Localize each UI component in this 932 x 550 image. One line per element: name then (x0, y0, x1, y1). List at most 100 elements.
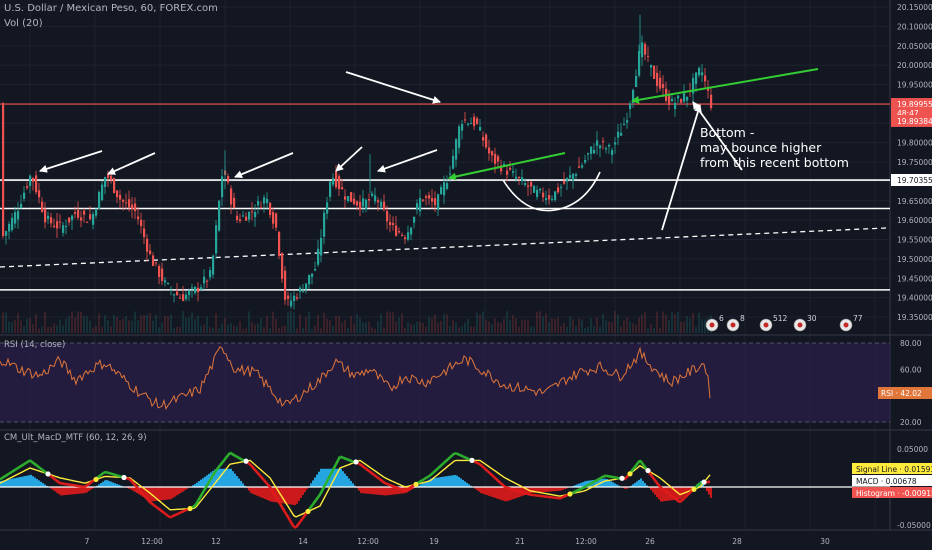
histogram-bar (270, 487, 272, 502)
candle-body (428, 195, 431, 199)
macd-line-seg (115, 473, 119, 477)
macd-tag-label: Histogram · -0.00915 (856, 489, 932, 498)
volume-bar (212, 327, 214, 333)
volume-bar (77, 311, 79, 333)
histogram-bar (636, 481, 638, 487)
histogram-bar (654, 487, 656, 495)
histogram-bar (364, 487, 366, 494)
badge-flag-dot (730, 322, 736, 328)
histogram-bar (82, 487, 84, 494)
time-tick-label: 19 (429, 537, 439, 546)
macd-line-seg (391, 484, 395, 488)
histogram-bar (212, 470, 214, 487)
histogram-bar (516, 487, 518, 498)
macd-line-seg (665, 490, 669, 495)
rsi-tick-label: 80.00 (900, 339, 922, 348)
volume-bar (272, 311, 274, 333)
histogram-bar (120, 485, 122, 487)
macd-line-seg (1, 475, 5, 480)
macd-line-seg (165, 513, 169, 517)
candle-body (110, 175, 113, 181)
candle-body (47, 215, 50, 220)
macd-line-seg (387, 483, 391, 487)
macd-line-seg (224, 454, 230, 459)
macd-line-seg (659, 485, 663, 490)
macd-line-seg (677, 499, 681, 504)
macd-line-seg (257, 472, 261, 477)
macd-line-seg (322, 482, 328, 488)
candle-body (488, 147, 491, 154)
macd-line-seg (479, 463, 483, 467)
histogram-bar (656, 487, 658, 497)
histogram-bar (394, 487, 396, 495)
histogram-bar (384, 487, 386, 496)
candle-body (638, 51, 641, 76)
candle-body (551, 198, 554, 200)
candle-body (350, 192, 353, 202)
histogram-bar (360, 487, 362, 494)
candle-body (623, 123, 626, 125)
candle-body (233, 197, 236, 209)
candle-body (365, 199, 368, 210)
volume-bar (155, 315, 157, 333)
macd-line-seg (595, 478, 599, 482)
histogram-bar (298, 487, 300, 501)
macd-line-seg (263, 479, 267, 484)
volume-bar (182, 311, 184, 333)
macd-line-seg (83, 484, 87, 489)
price-tag-label: 19.89384 (897, 117, 932, 126)
histogram-bar (178, 487, 180, 495)
candle-body (158, 266, 161, 278)
white-arrow (661, 104, 702, 231)
histogram-bar (534, 487, 536, 493)
candle-body (332, 178, 335, 185)
candle-body (461, 124, 464, 131)
histogram-bar (424, 481, 426, 487)
histogram-bar (38, 480, 40, 487)
volume-bar (332, 325, 334, 333)
volume-bar (38, 328, 40, 333)
candle-body (32, 177, 35, 182)
macd-line-seg (326, 474, 332, 481)
volume-bar (479, 314, 481, 333)
histogram-bar (252, 487, 254, 494)
histogram-bar (618, 485, 620, 487)
price-tag-label: 19.89955 (897, 100, 932, 109)
candle-body (179, 297, 182, 299)
histogram-bar (352, 483, 354, 487)
histogram-bar (646, 485, 648, 487)
macd-line-seg (145, 496, 149, 501)
macd-line-seg (87, 482, 91, 486)
macd-line-seg (196, 496, 202, 502)
histogram-bar (158, 487, 160, 501)
cross-dot (619, 475, 625, 481)
candle-body (311, 273, 314, 277)
green-arrow (448, 152, 566, 181)
macd-line-seg (155, 505, 159, 510)
histogram-bar (386, 487, 388, 496)
volume-bar (11, 322, 13, 333)
cross-dot (701, 479, 707, 485)
rsi-label: RSI (14, close) (4, 340, 66, 350)
macd-line-seg (85, 483, 89, 488)
volume-bar (65, 318, 67, 333)
histogram-bar (220, 468, 222, 487)
time-tick-label: 7 (85, 537, 90, 546)
histogram-bar (564, 487, 566, 490)
volume-bar (158, 327, 160, 333)
candle-body (59, 221, 62, 223)
macd-line-seg (347, 458, 351, 462)
macd-line-seg (328, 471, 334, 477)
macd-line-seg (455, 452, 459, 456)
histogram-bar (458, 477, 460, 487)
candle-body (320, 237, 323, 256)
macd-line-seg (663, 489, 667, 493)
histogram-bar (276, 487, 278, 503)
candle-body (287, 295, 290, 299)
volume-bar (647, 328, 649, 333)
volume-bar (296, 328, 298, 333)
volume-bar (650, 324, 652, 333)
histogram-bar (542, 487, 544, 493)
volume-bar (374, 328, 376, 333)
macd-line-seg (505, 486, 509, 490)
